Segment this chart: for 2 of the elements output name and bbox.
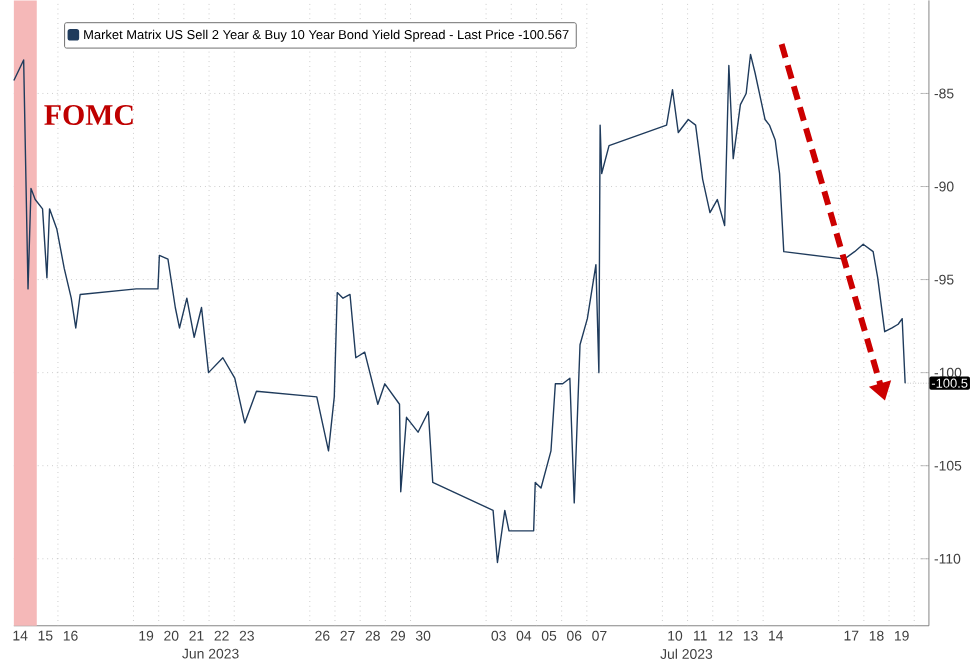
line-series bbox=[13, 53, 906, 564]
band-label: FOMC bbox=[44, 105, 133, 126]
